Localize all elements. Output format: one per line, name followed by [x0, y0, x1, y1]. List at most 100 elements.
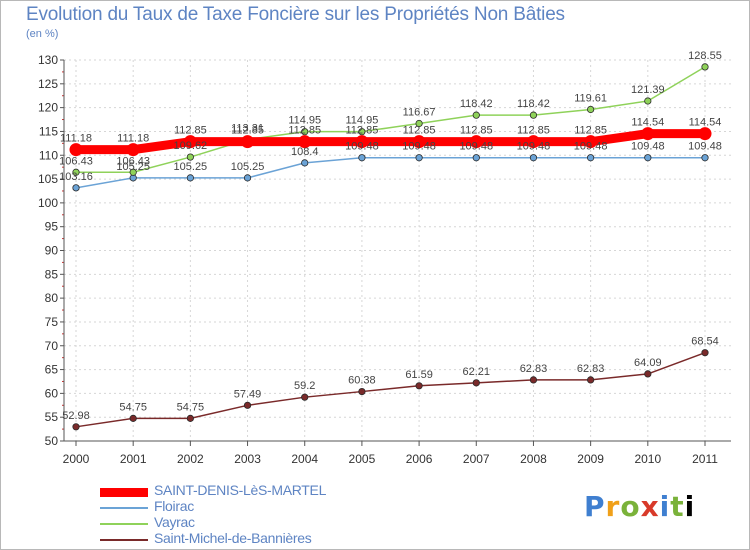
x-tick-label: 2001: [120, 452, 147, 466]
data-label: 109.62: [174, 140, 208, 152]
legend-label: Vayrac: [154, 514, 195, 530]
data-label: 68.54: [691, 336, 719, 348]
data-label: 112.85: [231, 125, 264, 137]
data-label: 113.31: [231, 122, 264, 134]
data-label: 109.48: [631, 141, 665, 153]
x-tick-label: 2003: [234, 452, 261, 466]
data-point: [183, 135, 197, 149]
data-label: 116.67: [403, 106, 436, 118]
legend-item: Floirac: [100, 498, 380, 516]
data-label: 105.25: [174, 161, 208, 173]
legend-item: Vayrac: [100, 514, 380, 532]
data-label: 111.18: [60, 133, 92, 145]
data-label: 62.83: [520, 363, 548, 375]
legend-swatch: [100, 523, 148, 525]
data-point: [701, 63, 709, 71]
data-label: 54.75: [177, 401, 205, 413]
data-point: [529, 154, 538, 162]
data-label: 106.43: [116, 155, 150, 167]
data-point: [641, 127, 655, 141]
data-point: [186, 174, 194, 182]
data-label: 64.09: [634, 357, 662, 369]
y-tick-label: 120: [38, 101, 58, 115]
data-label: 121.39: [631, 84, 665, 96]
data-label: 109.48: [459, 141, 493, 153]
data-point: [186, 414, 194, 422]
data-point: [415, 382, 423, 390]
data-label: 62.83: [577, 363, 605, 375]
data-label: 109.48: [574, 141, 608, 153]
legend-item: SAINT-DENIS-LèS-MARTEL: [100, 482, 380, 500]
data-point: [472, 111, 480, 119]
series-line: [75, 66, 706, 174]
data-point: [526, 135, 540, 149]
y-tick-label: 100: [38, 196, 58, 210]
data-point: [358, 387, 366, 396]
series-line: [75, 351, 706, 428]
data-label: 112.85: [288, 125, 321, 137]
data-label: 128.55: [688, 50, 722, 62]
data-point: [701, 154, 709, 162]
x-tick-label: 2009: [577, 452, 604, 466]
x-tick-label: 2005: [349, 452, 376, 466]
data-point: [584, 135, 598, 149]
data-label: 105.25: [116, 161, 150, 173]
data-point: [412, 135, 426, 149]
data-label: 112.85: [574, 125, 607, 137]
y-tick-label: 90: [45, 244, 59, 258]
data-label: 105.25: [231, 161, 265, 173]
data-point: [69, 143, 83, 157]
x-tick-label: 2007: [463, 452, 490, 466]
data-point: [358, 128, 366, 136]
legend-swatch: [100, 539, 148, 541]
data-label: 112.85: [403, 125, 436, 137]
data-label: 111.18: [117, 133, 149, 145]
unit-label: (en %): [26, 28, 59, 40]
data-point: [243, 174, 252, 182]
data-label: 114.95: [288, 115, 321, 127]
legend-label: Saint-Michel-de-Bannières: [154, 530, 312, 546]
data-label: 108.4: [291, 146, 319, 158]
data-point: [587, 105, 595, 114]
data-label: 114.54: [631, 117, 664, 129]
data-label: 103.16: [59, 171, 93, 183]
data-label: 109.48: [688, 141, 722, 153]
data-label: 106.43: [59, 155, 93, 167]
data-point: [186, 153, 194, 161]
legend-swatch: [100, 487, 148, 497]
y-tick-label: 125: [38, 77, 58, 91]
data-point: [298, 135, 312, 149]
y-tick-label: 55: [45, 410, 59, 424]
data-label: 54.75: [119, 401, 147, 413]
data-point: [301, 393, 309, 401]
series-line: [75, 156, 706, 189]
data-point: [72, 184, 80, 192]
data-point: [469, 135, 483, 149]
data-label: 119.61: [574, 92, 607, 104]
data-point: [472, 154, 480, 162]
data-point: [587, 376, 595, 384]
data-label: 112.85: [517, 125, 550, 137]
y-tick-label: 95: [45, 220, 59, 234]
data-label: 52.98: [62, 410, 90, 422]
series-line: [71, 129, 710, 155]
data-point: [644, 97, 652, 105]
y-tick-label: 85: [45, 267, 59, 281]
data-point: [587, 154, 595, 162]
y-tick-label: 50: [45, 434, 59, 448]
y-tick-label: 65: [45, 363, 59, 377]
data-point: [301, 159, 309, 167]
data-label: 114.54: [689, 117, 722, 129]
data-label: 118.42: [517, 98, 550, 110]
data-point: [243, 401, 252, 409]
data-point: [415, 154, 423, 162]
legend-item: Saint-Michel-de-Bannières: [100, 530, 380, 548]
data-point: [701, 349, 709, 357]
y-tick-label: 80: [45, 291, 59, 305]
data-point: [355, 135, 369, 149]
data-point: [529, 111, 538, 119]
x-tick-label: 2002: [177, 452, 204, 466]
chart-title: Evolution du Taux de Taxe Foncière sur l…: [26, 4, 565, 25]
y-tick-label: 60: [45, 386, 59, 400]
